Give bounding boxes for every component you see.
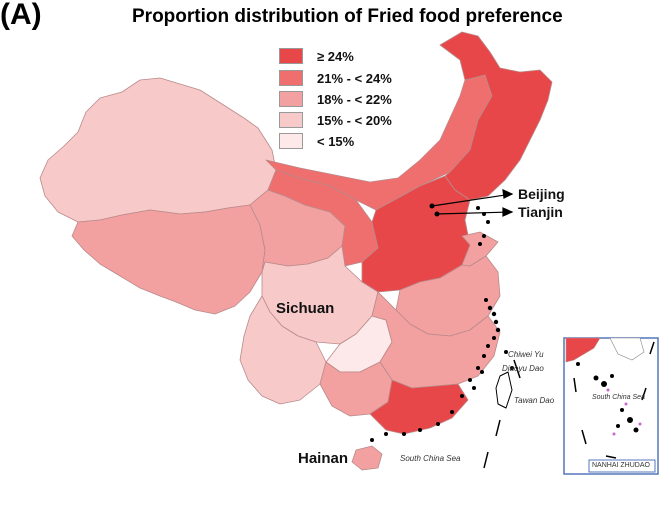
beijing-label: Beijing: [518, 186, 565, 202]
legend-item: < 15%: [279, 131, 354, 151]
legend-label: 18% - < 22%: [317, 91, 392, 107]
chiwei-yu-label: Chiwei Yu: [508, 350, 544, 359]
legend-label: < 15%: [317, 133, 355, 149]
legend-swatch: [279, 70, 303, 86]
region-southeast: [371, 291, 501, 389]
region-guangdong: [369, 379, 469, 435]
inset-south-china-sea-label: South China Sea: [592, 394, 645, 401]
beijing-arrow: [431, 193, 513, 207]
region-hainan: [351, 445, 383, 471]
tianjin-arrow: [435, 211, 513, 215]
inset-map: [563, 337, 659, 475]
south-china-sea-label: South China Sea: [400, 454, 461, 463]
legend-item: 15% - < 20%: [279, 110, 392, 130]
nanhai-zhudao-label: NANHAI ZHUDAO: [592, 462, 650, 469]
legend-label: 21% - < 24%: [317, 70, 392, 86]
map-title: Proportion distribution of Fried food pr…: [132, 6, 563, 27]
legend-item: 18% - < 22%: [279, 89, 392, 109]
region-northeast: [439, 31, 553, 201]
legend-swatch: [279, 91, 303, 107]
tianjin-arrow-head: [502, 207, 514, 217]
legend-item: 21% - < 24%: [279, 68, 392, 88]
legend-swatch: [279, 48, 303, 64]
tianjin-label: Tianjin: [518, 204, 563, 220]
legend-label: 15% - < 20%: [317, 112, 392, 128]
region-xinjiang: [39, 77, 277, 223]
legend-item: ≥ 24%: [279, 46, 354, 66]
panel-label: (A): [0, 0, 42, 31]
hainan-label: Hainan: [298, 450, 349, 467]
legend-swatch: [279, 133, 303, 149]
taiwan-dao-label: Tawan Dao: [514, 396, 555, 405]
region-taiwan: [495, 371, 513, 409]
region-tibet: [71, 204, 266, 315]
beijing-arrow-head: [502, 189, 514, 199]
coastal-islands: [370, 206, 514, 442]
diaoyu-dao-label: Diaoyu Dao: [502, 364, 544, 373]
region-yunnan: [239, 295, 327, 405]
legend-swatch: [279, 112, 303, 128]
legend-label: ≥ 24%: [317, 48, 354, 64]
sichuan-label: Sichuan: [276, 300, 335, 317]
